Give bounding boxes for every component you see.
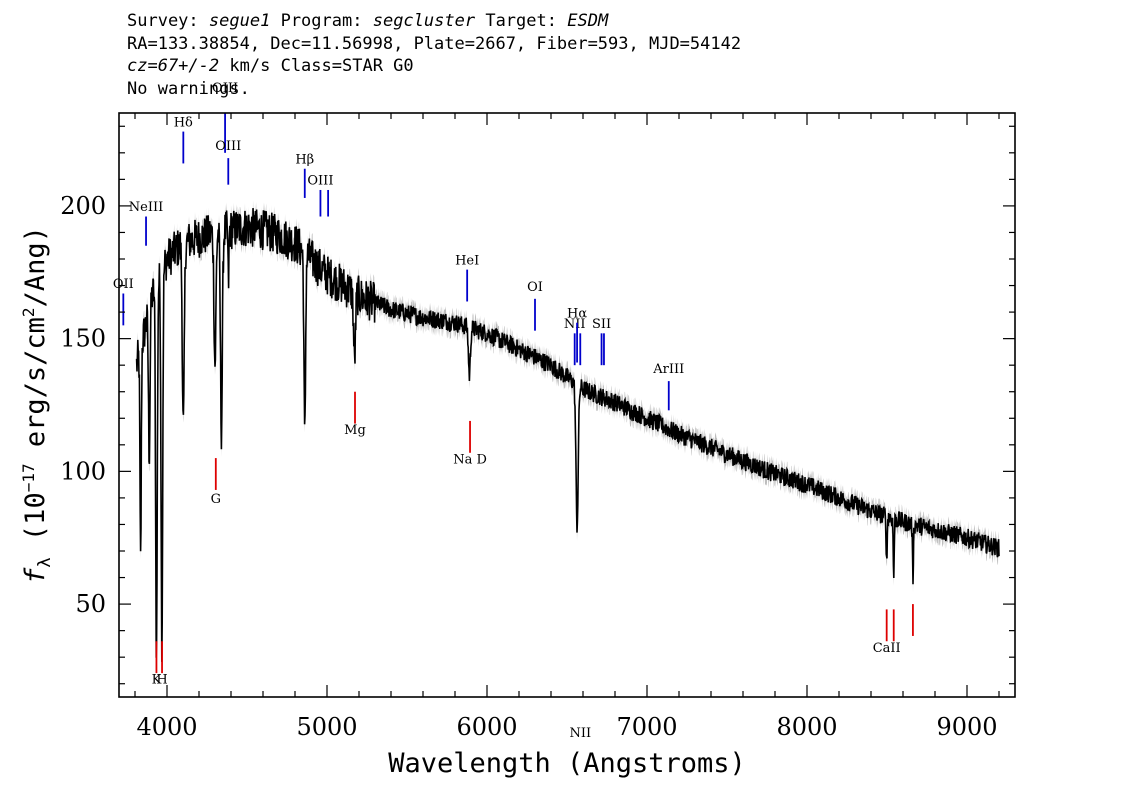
class-text: Class=STAR G0	[280, 56, 414, 76]
emission-line-label: Hβ	[295, 152, 314, 167]
cz-value: cz=67+/-2	[127, 56, 220, 76]
absorption-line-label: Na D	[453, 452, 487, 467]
emission-line-label: Hα	[567, 306, 587, 321]
header-line-3: cz=67+/-2 km/s Class=STAR G0	[127, 55, 741, 78]
emission-line-label: HeI	[455, 253, 479, 268]
absorption-line-label: H	[156, 673, 167, 688]
program-label: Program:	[280, 11, 363, 31]
emission-line-label: ArIII	[652, 362, 684, 377]
flux-series-line	[135, 208, 1000, 662]
emission-line-label: OIII	[212, 81, 238, 96]
axes-group: 4000 5000 6000 7000 8000 9000 50 100 150 200	[60, 112, 1016, 741]
emission-line-label: SII	[592, 317, 611, 332]
x-tick-label: 7000	[616, 713, 677, 741]
cz-unit: km/s	[229, 56, 271, 76]
survey-value: segue1	[208, 11, 271, 31]
y-tick-label: 150	[60, 325, 106, 353]
header-line-4: No warnings.	[127, 78, 250, 99]
header-line-1: Survey: segue1 Program: segcluster Targe…	[127, 10, 741, 33]
plot-frame	[118, 112, 1016, 698]
emission-line-label: NeIII	[129, 200, 163, 215]
y-tick-label: 50	[75, 590, 106, 618]
x-tick-label: 4000	[136, 713, 197, 741]
spectrum-header: Survey: segue1 Program: segcluster Targe…	[127, 10, 741, 100]
emission-line-label: OI	[527, 280, 543, 295]
target-label: Target:	[485, 11, 557, 31]
y-tick-label: 200	[60, 192, 106, 220]
survey-label: Survey:	[127, 11, 199, 31]
emission-line-label: Hδ	[174, 115, 193, 130]
x-tick-label: 9000	[936, 713, 997, 741]
emission-line-label: NII	[569, 726, 591, 741]
program-value: segcluster	[372, 11, 476, 31]
emission-line-label: OII	[113, 277, 134, 292]
flux-series-group	[135, 208, 1000, 662]
error-band-group	[136, 200, 1000, 670]
absorption-line-label: CaII	[873, 641, 901, 656]
absorption-line-label: K	[152, 673, 162, 688]
target-value: ESDM	[567, 11, 609, 31]
emission-line-label: NII	[564, 317, 586, 332]
emission-line-label: OIII	[307, 174, 333, 189]
flux-error-band	[136, 200, 1000, 670]
emission-line-label: OIII	[215, 139, 241, 154]
x-tick-label: 6000	[456, 713, 517, 741]
y-tick-label: 100	[60, 457, 106, 485]
line-markers-group: HδOIIIOIIIHβOIIINeIIIHeIOINIIHαNIISIIArI…	[113, 81, 914, 741]
header-line-2: RA=133.38854, Dec=11.56998, Plate=2667, …	[127, 33, 742, 54]
x-axis-label: Wavelength (Angstroms)	[388, 748, 746, 779]
absorption-line-label: Mg	[344, 423, 366, 438]
y-axis-label: fλ (10−17 erg/s/cm2/Ang)	[19, 226, 55, 584]
absorption-line-label: G	[211, 492, 221, 507]
x-tick-label: 8000	[776, 713, 837, 741]
x-tick-label: 5000	[296, 713, 357, 741]
